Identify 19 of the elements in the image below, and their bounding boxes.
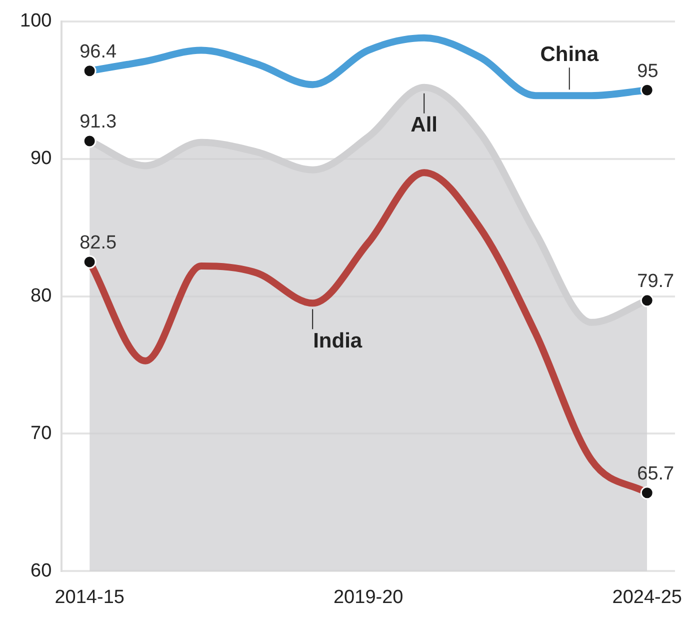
x-tick-label: 2014-15 [54,586,124,608]
series-label: All [410,114,438,137]
y-tick-label: 60 [30,560,52,582]
y-tick-label: 70 [30,422,52,444]
data-label: 82.5 [80,232,117,254]
x-tick-label: 2024-25 [612,586,682,608]
data-label: 65.7 [637,464,674,485]
x-tick-label: 2019-20 [333,586,404,608]
data-label: 96.4 [80,42,117,63]
y-tick-label: 90 [30,148,52,170]
series-label: India [313,329,362,352]
data-label: 95 [637,60,658,82]
y-tick-label: 100 [20,10,52,32]
point [82,134,96,148]
y-tick-label: 80 [30,286,52,307]
series-label: China [540,42,599,66]
data-label: 79.7 [637,271,674,292]
data-label: 91.3 [80,112,117,133]
point [640,294,654,308]
